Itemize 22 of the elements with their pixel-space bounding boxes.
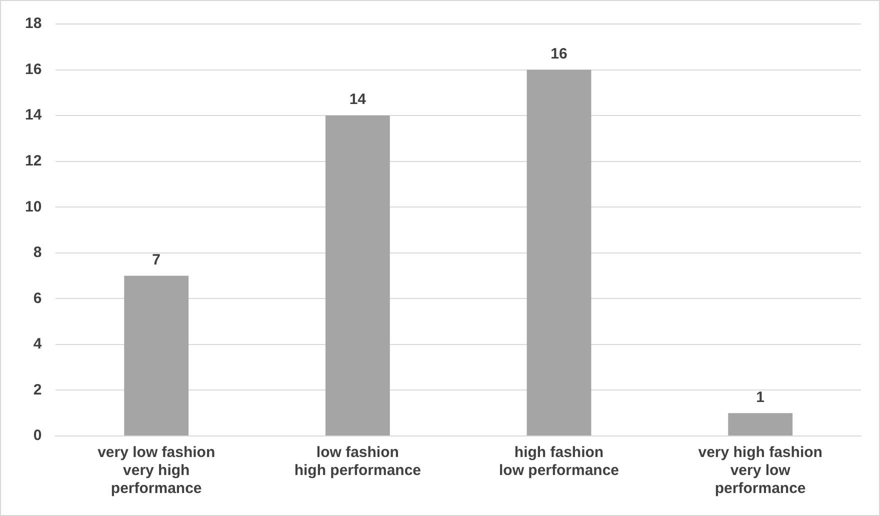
bar xyxy=(526,70,592,436)
y-tick-label: 2 xyxy=(33,381,42,398)
data-label: 1 xyxy=(756,388,765,406)
y-tick-label: 8 xyxy=(33,244,42,262)
x-tick-label: low fashion high performance xyxy=(294,444,422,480)
y-tick-label: 6 xyxy=(33,290,42,307)
y-tick-label: 12 xyxy=(24,152,42,170)
data-label: 7 xyxy=(152,251,161,268)
bar xyxy=(728,413,793,436)
y-tick-label: 16 xyxy=(24,60,42,78)
bar xyxy=(124,276,189,436)
y-tick-label: 18 xyxy=(24,15,42,32)
data-label: 14 xyxy=(349,91,367,108)
y-tick-label: 14 xyxy=(24,106,42,124)
x-tick-label: very high fashion very low performance xyxy=(698,444,822,498)
bar xyxy=(325,116,390,436)
x-tick-label: high fashion low performance xyxy=(498,444,620,480)
x-tick-label: very low fashion very high performance xyxy=(98,444,216,498)
y-tick-label: 10 xyxy=(24,198,42,216)
y-tick-label: 4 xyxy=(33,336,42,353)
y-tick-label: 0 xyxy=(33,427,42,444)
data-label: 16 xyxy=(550,45,568,62)
